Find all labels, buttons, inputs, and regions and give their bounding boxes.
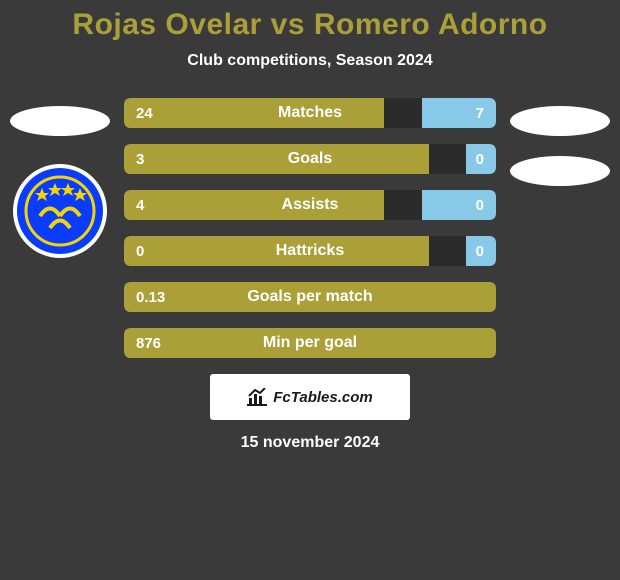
stat-value-right: 0 — [476, 236, 484, 266]
content-row: Matches247Goals30Assists40Hattricks00Goa… — [0, 98, 620, 358]
stat-label: Min per goal — [124, 328, 496, 358]
stat-value-right: 0 — [476, 144, 484, 174]
stat-value-left: 3 — [136, 144, 144, 174]
brand-text: FcTables.com — [273, 389, 372, 406]
stat-value-right: 0 — [476, 190, 484, 220]
stat-value-left: 0 — [136, 236, 144, 266]
brand-footer[interactable]: FcTables.com — [210, 374, 410, 420]
club-logo-left — [13, 164, 107, 258]
stat-value-left: 4 — [136, 190, 144, 220]
club-logo-placeholder-right — [510, 156, 610, 186]
page-title: Rojas Ovelar vs Romero Adorno — [72, 8, 547, 42]
stat-row: Goals3 0 — [124, 144, 496, 174]
stat-row: Hattricks0 0 — [124, 236, 496, 266]
comparison-bars: Matches247Goals30Assists40Hattricks00Goa… — [124, 98, 496, 358]
stat-label: Goals — [124, 144, 496, 174]
stat-value-left: 0.13 — [136, 282, 165, 312]
right-player-column — [508, 98, 612, 186]
left-player-column — [8, 98, 112, 258]
stat-label: Matches — [124, 98, 496, 128]
player-photo-placeholder-left — [10, 106, 110, 136]
player-photo-placeholder-right — [510, 106, 610, 136]
stat-label: Assists — [124, 190, 496, 220]
chart-icon — [247, 388, 267, 406]
stat-label: Goals per match — [124, 282, 496, 312]
stat-row: Matches24 7 — [124, 98, 496, 128]
stat-row: Goals per match0.13 — [124, 282, 496, 312]
club-badge-icon — [17, 168, 103, 254]
stat-row: Assists4 0 — [124, 190, 496, 220]
stat-row: Min per goal876 — [124, 328, 496, 358]
stat-value-left: 24 — [136, 98, 153, 128]
stat-value-left: 876 — [136, 328, 161, 358]
stat-value-right: 7 — [476, 98, 484, 128]
comparison-card: Rojas Ovelar vs Romero Adorno Club compe… — [0, 0, 620, 452]
stat-label: Hattricks — [124, 236, 496, 266]
footer-date: 15 november 2024 — [241, 434, 380, 452]
page-subtitle: Club competitions, Season 2024 — [187, 52, 432, 70]
